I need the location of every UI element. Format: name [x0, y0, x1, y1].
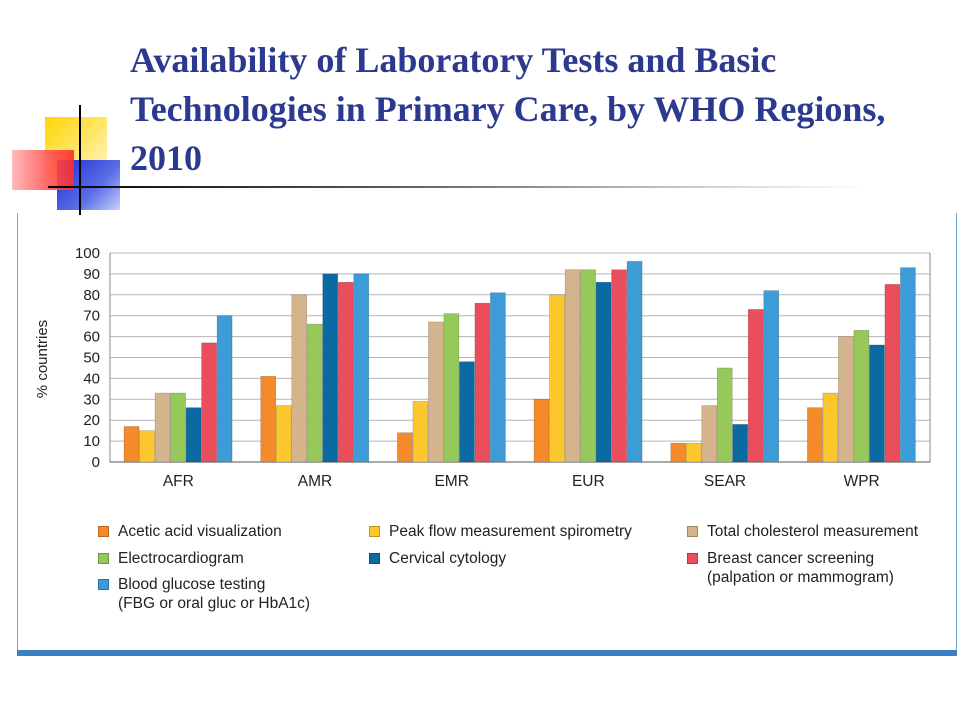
legend-swatch — [369, 553, 380, 564]
legend-item-label: Electrocardiogram — [118, 549, 244, 568]
decor-red-square — [12, 150, 74, 190]
legend-label-line: Breast cancer screening — [707, 550, 875, 567]
y-tick-label: 20 — [83, 412, 100, 429]
y-tick-label: 50 — [83, 350, 100, 367]
bar — [123, 426, 140, 463]
y-tick-label: 90 — [83, 266, 100, 283]
legend-label-line: (FBG or oral gluc or HbA1c) — [118, 595, 311, 612]
title-underline — [48, 186, 868, 188]
bar — [900, 267, 916, 463]
bar — [154, 392, 171, 463]
legend-swatch — [98, 579, 109, 590]
bar — [853, 330, 870, 463]
bar — [260, 376, 277, 463]
bar — [763, 290, 780, 463]
bar — [275, 405, 292, 463]
bar — [869, 344, 885, 463]
x-tick-label: SEAR — [704, 473, 746, 490]
bar — [353, 273, 370, 463]
bar — [747, 309, 764, 463]
y-axis-label: % countries — [34, 320, 51, 398]
bar — [822, 392, 839, 463]
y-tick-label: 60 — [83, 329, 100, 346]
bar — [564, 269, 581, 463]
bar — [185, 407, 202, 463]
legend-item-label: Total cholesterol measurement — [707, 522, 918, 541]
legend-label-line: Peak flow measurement spirometry — [389, 523, 632, 540]
bar — [428, 321, 444, 463]
legend-label-line: Cervical cytology — [389, 550, 507, 567]
bar — [216, 315, 233, 463]
y-tick-label: 10 — [83, 433, 100, 450]
legend-swatch — [98, 553, 109, 564]
x-tick-label: EUR — [572, 473, 605, 490]
bar — [397, 432, 413, 463]
bar-chart: % countries 0 10 20 30 40 50 60 70 80 90 100 AFR AMR… — [34, 245, 931, 490]
bar — [670, 442, 687, 463]
y-tick-label: 0 — [92, 454, 100, 471]
bar — [490, 292, 506, 463]
bar — [716, 367, 733, 463]
legend-swatch — [98, 526, 109, 537]
y-tick-label: 70 — [83, 308, 100, 325]
y-tick-label: 100 — [75, 245, 100, 262]
bar — [611, 269, 627, 463]
bar — [201, 342, 217, 463]
bar — [291, 294, 308, 463]
legend-swatch — [687, 526, 698, 537]
legend-item-label: Acetic acid visualization — [118, 522, 282, 541]
bar — [412, 401, 429, 463]
bar — [459, 361, 475, 463]
slide-title: Availability of Laboratory Tests and Bas… — [130, 40, 886, 178]
legend-label-line: Blood glucose testing — [118, 576, 266, 593]
bar — [884, 284, 901, 463]
bar — [306, 323, 323, 463]
y-tick-label: 80 — [83, 287, 100, 304]
legend-label-line: Electrocardiogram — [118, 550, 244, 567]
legend-label-line: Acetic acid visualization — [118, 523, 282, 540]
bar — [474, 302, 491, 463]
legend-swatch — [369, 526, 380, 537]
y-tick-label: 30 — [83, 391, 100, 408]
bar — [139, 430, 155, 463]
legend-item-label: Blood glucose testing (FBG or oral gluc o… — [118, 575, 310, 613]
chart-frame — [17, 213, 957, 655]
x-tick-label: AMR — [298, 473, 332, 490]
legend-item-label: Breast cancer screening (palpation or mam… — [707, 549, 894, 587]
chart-frame-bottom-bar — [17, 650, 957, 656]
bar — [685, 442, 702, 463]
bar — [443, 313, 460, 463]
bar — [337, 281, 354, 463]
legend-item-label: Peak flow measurement spirometry — [389, 522, 632, 541]
bar — [170, 392, 186, 463]
y-tick-label: 40 — [83, 370, 100, 387]
bar — [732, 424, 749, 463]
bar — [580, 269, 596, 463]
bar — [838, 336, 854, 463]
bar — [701, 405, 718, 463]
bar — [322, 273, 339, 463]
legend-label-line: Total cholesterol measurement — [707, 523, 919, 540]
bar — [807, 407, 823, 463]
bar — [626, 261, 643, 463]
bar — [533, 399, 550, 463]
decor-vertical-line — [79, 105, 81, 215]
legend-item-label: Cervical cytology — [389, 549, 506, 568]
x-tick-label: WPR — [844, 473, 880, 490]
x-tick-label: EMR — [434, 473, 468, 490]
legend-label-line: (palpation or mammogram) — [707, 569, 894, 586]
legend-swatch — [687, 553, 698, 564]
x-tick-label: AFR — [163, 473, 194, 490]
bar — [595, 281, 612, 463]
bar — [549, 294, 565, 463]
